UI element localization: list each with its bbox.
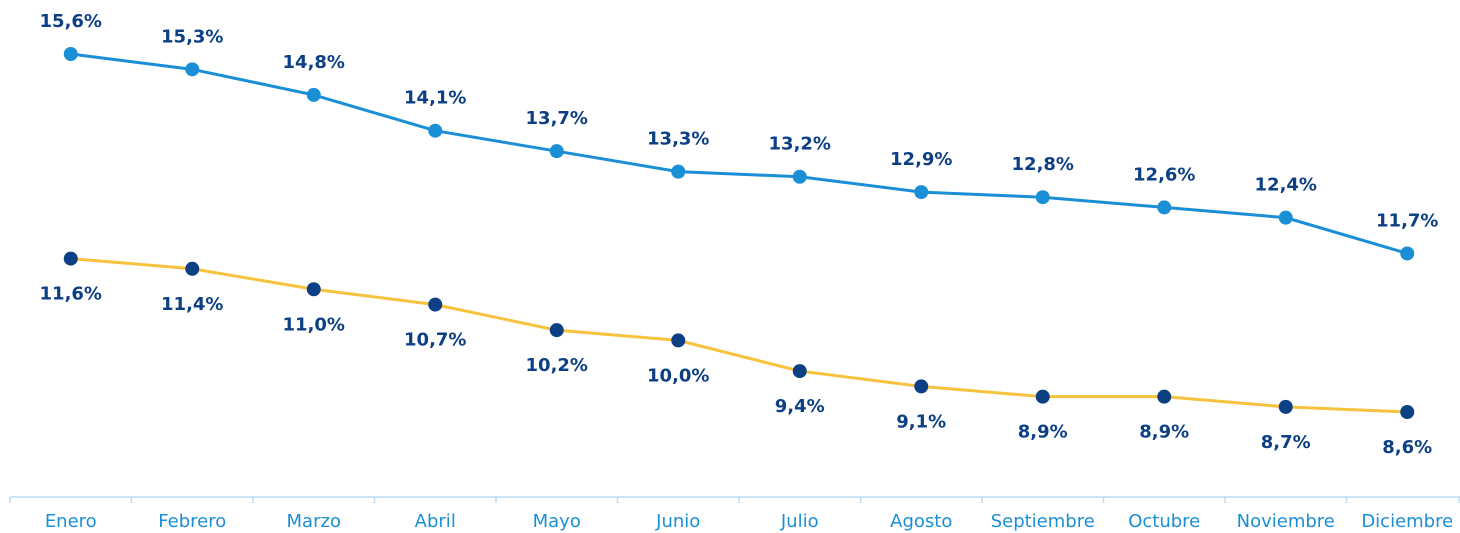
point [792,364,807,379]
value-label: 8,9% [1139,422,1189,443]
value-label: 10,7% [404,330,466,351]
x-tick-label: Febrero [158,511,226,532]
series-line [70,257,1408,414]
point [185,261,200,276]
x-tick-label: Abril [415,511,456,532]
point [792,169,807,184]
value-label: 10,2% [526,355,588,376]
point [1278,399,1293,414]
value-label: 12,9% [890,149,952,170]
value-label: 9,4% [775,396,825,417]
point [63,251,78,266]
x-tick-label: Julio [780,511,819,532]
point [549,144,564,159]
point [1035,389,1050,404]
point [428,123,443,138]
value-label: 15,6% [40,11,102,32]
x-tick-label: Septiembre [991,511,1095,532]
x-tick-label: Enero [45,511,97,532]
value-label: 12,6% [1133,164,1195,185]
point [63,47,78,61]
value-label: 8,6% [1382,437,1432,458]
point [549,323,564,338]
point [671,333,686,348]
value-label: 11,0% [283,314,345,335]
point [1400,405,1415,419]
point [1157,200,1172,215]
x-tick-label: Diciembre [1361,511,1453,532]
value-label: 13,2% [769,134,831,155]
x-tick-label: Marzo [287,511,341,532]
value-label: 14,8% [283,52,345,73]
value-label: 12,4% [1255,175,1317,196]
value-label: 9,1% [896,411,946,432]
value-label: 10,0% [647,365,709,386]
x-tick-label: Mayo [533,511,581,532]
point [185,62,200,77]
point [1400,246,1415,261]
value-label: 14,1% [404,88,466,109]
value-label: 8,7% [1261,432,1311,453]
point [914,185,929,200]
point [306,87,321,102]
x-tick-label: Junio [655,511,700,532]
x-tick-label: Agosto [890,511,952,532]
point [1035,190,1050,205]
x-tick-label: Octubre [1128,511,1200,532]
value-label: 13,3% [647,129,709,150]
point [1278,210,1293,225]
point [428,297,443,312]
value-label: 15,3% [161,26,223,47]
value-label: 11,7% [1376,210,1438,231]
point [306,282,321,297]
point [1157,389,1172,404]
x-tick-label: Noviembre [1237,511,1335,532]
series-line [70,52,1408,255]
value-label: 13,7% [526,108,588,129]
value-label: 11,6% [40,284,102,305]
point [671,164,686,179]
value-label: 8,9% [1018,422,1068,443]
point [914,379,929,394]
value-label: 12,8% [1012,154,1074,175]
value-label: 11,4% [161,294,223,315]
